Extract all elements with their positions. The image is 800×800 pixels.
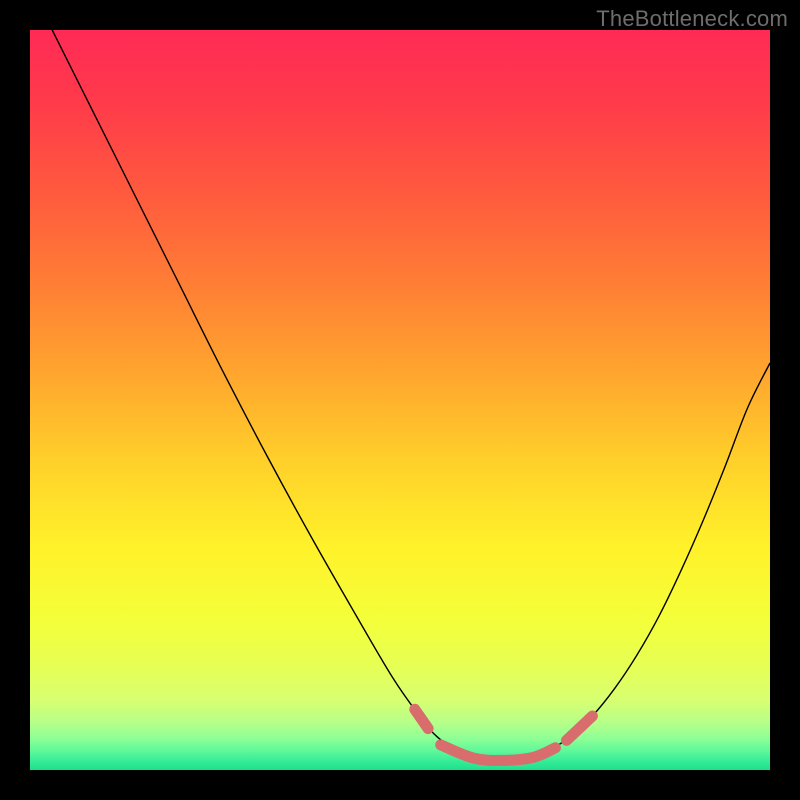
plot-area [30, 30, 770, 770]
chart-svg [0, 0, 800, 800]
chart-stage: TheBottleneck.com [0, 0, 800, 800]
watermark-text: TheBottleneck.com [596, 6, 788, 32]
